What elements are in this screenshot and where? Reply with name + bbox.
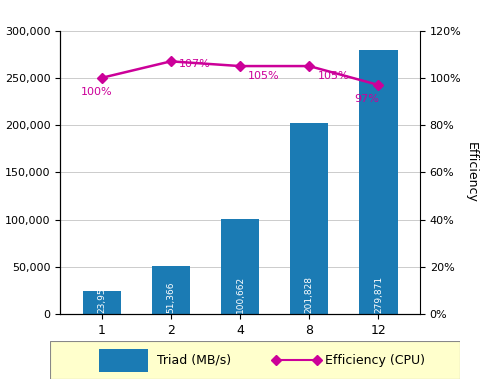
Text: 100%: 100% [81, 87, 112, 97]
Bar [82, 291, 120, 314]
Bar [221, 219, 259, 314]
Text: 201,828: 201,828 [304, 276, 314, 313]
Text: 23,955: 23,955 [97, 281, 106, 313]
Bar [360, 50, 398, 314]
Text: 97%: 97% [354, 95, 379, 105]
Bar [152, 265, 190, 314]
Text: 105%: 105% [248, 71, 280, 81]
Text: 107%: 107% [179, 59, 211, 69]
Bar [290, 123, 329, 314]
Text: 279,871: 279,871 [374, 275, 383, 313]
X-axis label: # Sockets: # Sockets [208, 342, 272, 355]
FancyBboxPatch shape [50, 341, 460, 379]
FancyBboxPatch shape [99, 349, 148, 372]
Text: 105%: 105% [318, 71, 349, 81]
Text: Efficiency (CPU): Efficiency (CPU) [324, 354, 424, 367]
Text: Triad (MB/s): Triad (MB/s) [156, 354, 230, 367]
Text: 100,662: 100,662 [236, 275, 244, 313]
Y-axis label: Efficiency: Efficiency [465, 142, 478, 203]
Text: 51,366: 51,366 [166, 281, 175, 313]
